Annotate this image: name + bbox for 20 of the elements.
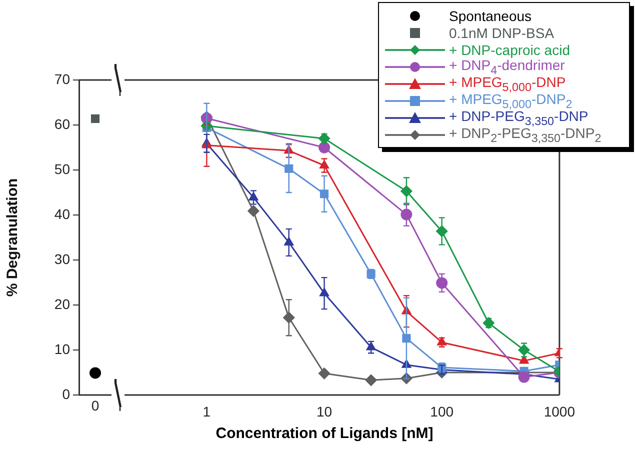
x-tick-label: 1: [202, 403, 211, 420]
y-axis-title: % Degranulation: [4, 178, 22, 297]
legend-label: Spontaneous: [449, 8, 532, 24]
y-tick-label: 40: [54, 206, 70, 222]
x-tick-label: 0: [91, 397, 100, 414]
legend-label: + MPEG$_{5,000}$-DNP: [449, 74, 566, 94]
x-axis-title: Concentration of Ligands [nM]: [214, 425, 434, 442]
y-tick-label: 20: [54, 296, 70, 312]
legend-label: + DNP-caproic acid: [449, 42, 570, 58]
x-tick-label: 100: [430, 403, 454, 420]
y-tick-label: 30: [54, 250, 70, 267]
y-tick-label: 60: [54, 116, 70, 132]
y-tick-label: 10: [54, 340, 70, 357]
x-tick-label: 1000: [544, 403, 576, 420]
y-tick-label: 70: [54, 70, 70, 87]
y-tick-label: 0: [62, 386, 70, 402]
y-tick-label: 50: [54, 160, 70, 177]
x-tick-label: 10: [316, 403, 332, 420]
legend-label: + DNP$_{4}$-dendrimer: [449, 56, 565, 76]
legend-label: 0.1nM DNP-BSA: [449, 24, 554, 40]
